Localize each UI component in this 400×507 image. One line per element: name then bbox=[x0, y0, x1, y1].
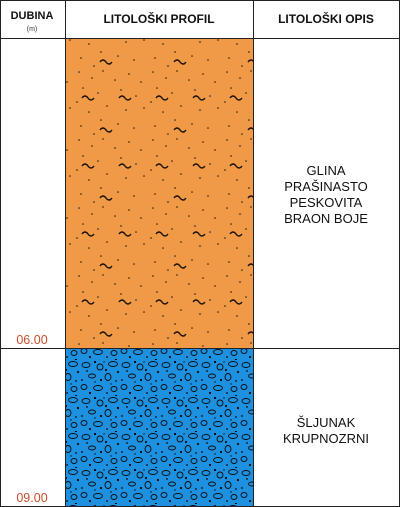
depth-label-gravel: 09.00 bbox=[16, 491, 47, 505]
description-gravel: ŠLJUNAK KRUPNOZRNI bbox=[283, 415, 369, 446]
description-line: BRAON BOJE bbox=[284, 211, 368, 226]
description-line: KRUPNOZRNI bbox=[283, 431, 369, 446]
description-line: PESKOVITA bbox=[290, 195, 363, 210]
description-clay: GLINA PRAŠINASTO PESKOVITA BRAON BOJE bbox=[284, 163, 368, 226]
profile-column bbox=[65, 38, 253, 506]
depth-label-clay: 06.00 bbox=[16, 333, 47, 347]
depth-labels: 06.00 09.00 bbox=[16, 333, 47, 505]
table-header: DUBINA (m) LITOLOŠKI PROFIL LITOLOŠKI OP… bbox=[11, 10, 374, 33]
gravel-layer-pattern bbox=[65, 348, 253, 506]
description-line: PRAŠINASTO bbox=[284, 179, 368, 194]
description-column-title: LITOLOŠKI OPIS bbox=[278, 11, 374, 26]
profile-column-title: LITOLOŠKI PROFIL bbox=[103, 11, 214, 26]
depth-column-title: DUBINA bbox=[11, 10, 54, 22]
description-line: GLINA bbox=[306, 163, 345, 178]
clay-layer-pattern bbox=[65, 38, 253, 348]
depth-unit-label: (m) bbox=[27, 26, 38, 33]
description-line: ŠLJUNAK bbox=[297, 415, 356, 430]
